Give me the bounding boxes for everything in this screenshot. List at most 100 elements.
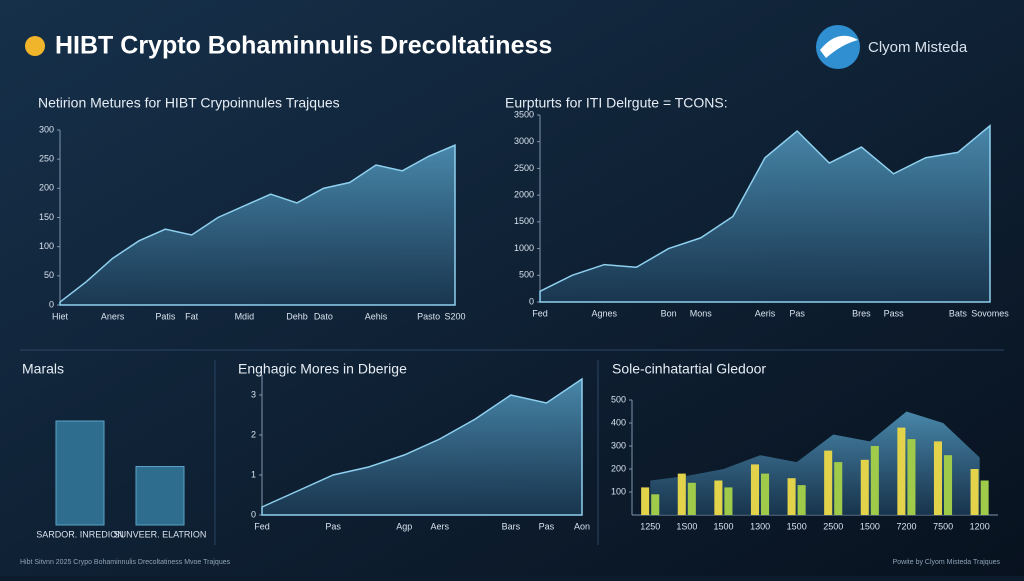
x-tick-label: SUNVEER. ELATRION (114, 529, 207, 539)
bar (824, 450, 833, 515)
x-tick-label: Bon (661, 308, 677, 318)
bar (761, 473, 770, 515)
x-tick-label: Pas (539, 521, 555, 531)
x-tick-label: Bats (949, 308, 968, 318)
y-tick-label: 1500 (514, 216, 534, 226)
x-tick-label: Agp (396, 521, 412, 531)
x-tick-label: Pass (884, 308, 905, 318)
y-tick-label: 100 (39, 241, 54, 251)
bar (714, 480, 723, 515)
logo-coin (25, 36, 45, 56)
bar (651, 494, 660, 515)
y-tick-label: 0 (529, 296, 534, 306)
bar (787, 478, 796, 515)
y-tick-label: 200 (611, 463, 626, 473)
x-tick-label: 1500 (860, 521, 880, 531)
y-tick-label: 400 (611, 417, 626, 427)
y-tick-label: 3500 (514, 109, 534, 119)
bar (980, 480, 989, 515)
y-tick-label: 1 (251, 469, 256, 479)
y-tick-label: 50 (44, 270, 54, 280)
x-tick-label: Aers (431, 521, 450, 531)
y-tick-label: 2000 (514, 190, 534, 200)
chart-title: Enghagic Mores in Dberige (238, 361, 407, 377)
footer-right: Powite by Clyom Misteda Trajques (893, 559, 1001, 566)
chart-title: Eurpturts for ITI Delrgute = TCONS: (505, 95, 728, 111)
x-tick-label: 7200 (896, 521, 916, 531)
x-tick-label: 1500 (787, 521, 807, 531)
bar (907, 439, 916, 515)
y-tick-label: 3 (251, 389, 256, 399)
x-tick-label: Dato (314, 311, 333, 321)
x-tick-label: Aon (574, 521, 590, 531)
x-tick-label: Bres (852, 308, 871, 318)
y-tick-label: 500 (519, 270, 534, 280)
bar (724, 487, 733, 515)
y-tick-label: 3000 (514, 136, 534, 146)
area (539, 124, 991, 303)
x-tick-label: 1S00 (676, 521, 697, 531)
y-tick-label: 2500 (514, 163, 534, 173)
y-tick-label: 0 (49, 299, 54, 309)
header-title: HIBT Crypto Bohaminnulis Drecoltatiness (55, 32, 552, 60)
bar (970, 469, 979, 515)
bar (797, 485, 806, 515)
x-tick-label: 1250 (640, 521, 660, 531)
bar (687, 482, 696, 515)
chart-title: Netirion Metures for HIBT Crypoinnules T… (38, 95, 340, 111)
brand-name: Clyom Misteda (868, 39, 968, 56)
x-tick-label: 1200 (970, 521, 990, 531)
y-tick-label: 0 (251, 509, 256, 519)
x-tick-label: 1300 (750, 521, 770, 531)
area (59, 144, 456, 306)
chart-title: Marals (22, 361, 64, 377)
x-tick-label: Bars (502, 521, 521, 531)
y-tick-label: 1000 (514, 243, 534, 253)
y-tick-label: 500 (611, 394, 626, 404)
bar (750, 464, 760, 515)
area (261, 377, 583, 516)
x-tick-label: 2500 (823, 521, 843, 531)
x-tick-label: Patis (155, 311, 176, 321)
x-tick-label: Dehb (286, 311, 308, 321)
bar (135, 466, 185, 526)
x-tick-label: Mdid (235, 311, 255, 321)
x-tick-label: Aners (101, 311, 125, 321)
x-tick-label: Pas (325, 521, 341, 531)
chart-title: Sole-cinhatartial Gledoor (612, 361, 766, 377)
y-tick-label: 2 (251, 429, 256, 439)
y-tick-label: 200 (39, 183, 54, 193)
y-tick-label: 250 (39, 154, 54, 164)
bar (933, 441, 943, 515)
x-tick-label: Hiet (52, 311, 69, 321)
bar (944, 455, 953, 515)
y-tick-label: 300 (39, 124, 54, 134)
bar (870, 446, 879, 515)
brand-swoosh (820, 35, 858, 58)
x-tick-label: Mons (690, 308, 713, 318)
x-tick-label: Aehis (365, 311, 388, 321)
x-tick-label: Aeris (755, 308, 776, 318)
x-tick-label: Fed (254, 521, 270, 531)
bar (860, 459, 869, 515)
bar (641, 487, 650, 515)
bar (55, 420, 105, 526)
x-tick-label: S200 (444, 311, 465, 321)
bar (677, 473, 686, 515)
x-tick-label: 7500 (933, 521, 953, 531)
y-tick-label: 300 (611, 440, 626, 450)
x-tick-label: SARDOR. INREDION (36, 529, 124, 539)
x-tick-label: Sovomes (971, 308, 1009, 318)
bar (834, 462, 843, 515)
x-tick-label: Agnes (592, 308, 618, 318)
bar (897, 427, 906, 515)
x-tick-label: Fed (532, 308, 548, 318)
footer-left: Hibt Sitvnn 2025 Crypo Bohaminnulis Drec… (20, 559, 231, 566)
x-tick-label: Pas (789, 308, 805, 318)
y-tick-label: 100 (611, 486, 626, 496)
x-tick-label: 1500 (713, 521, 733, 531)
x-tick-label: Fat (185, 311, 199, 321)
y-tick-label: 150 (39, 212, 54, 222)
x-tick-label: Pasto (417, 311, 440, 321)
